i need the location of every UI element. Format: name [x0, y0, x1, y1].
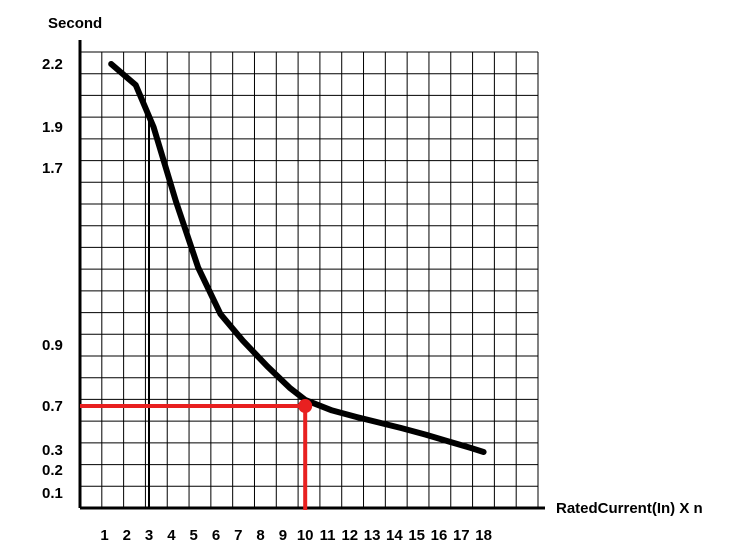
x-tick-label: 6 — [212, 527, 220, 544]
x-axis-label: RatedCurrent(In) X n — [556, 500, 703, 517]
x-tick-label: 4 — [167, 527, 176, 544]
x-tick-label: 7 — [234, 527, 242, 544]
x-tick-label: 14 — [386, 527, 403, 544]
y-tick-label: 0.7 — [42, 398, 63, 415]
trip-curve-line — [108, 61, 487, 455]
y-tick-label: 1.9 — [42, 119, 63, 136]
x-tick-label: 11 — [320, 527, 336, 544]
y-axis-label: Second — [48, 15, 102, 32]
chart-grid — [80, 51, 539, 508]
x-tick-label: 17 — [453, 527, 470, 544]
y-tick-label: 2.2 — [42, 56, 63, 73]
x-tick-label: 12 — [341, 527, 358, 544]
x-tick-label: 16 — [431, 527, 448, 544]
x-tick-label: 9 — [279, 527, 287, 544]
y-tick-label: 0.9 — [42, 337, 63, 354]
y-tick-label: 0.3 — [42, 442, 63, 459]
x-tick-label: 15 — [408, 527, 425, 544]
y-tick-label: 1.7 — [42, 160, 63, 177]
y-tick-label: 0.1 — [42, 485, 63, 502]
x-tick-label: 13 — [364, 527, 381, 544]
y-tick-label: 0.2 — [42, 462, 63, 479]
x-tick-label: 18 — [475, 527, 492, 544]
highlight-point — [298, 399, 313, 413]
y-tick-labels: 2.2 1.9 1.7 0.9 0.7 0.3 0.2 0.1 — [42, 56, 63, 502]
x-tick-label: 5 — [190, 527, 198, 544]
x-tick-label: 10 — [297, 527, 314, 544]
x-tick-labels: 1 2 3 4 5 6 7 8 9 10 11 12 13 14 15 16 17 18 — [100, 527, 492, 544]
x-tick-label: 3 — [145, 527, 153, 544]
x-tick-label: 2 — [123, 527, 131, 544]
x-tick-label: 1 — [100, 527, 108, 544]
x-tick-label: 8 — [256, 527, 264, 544]
